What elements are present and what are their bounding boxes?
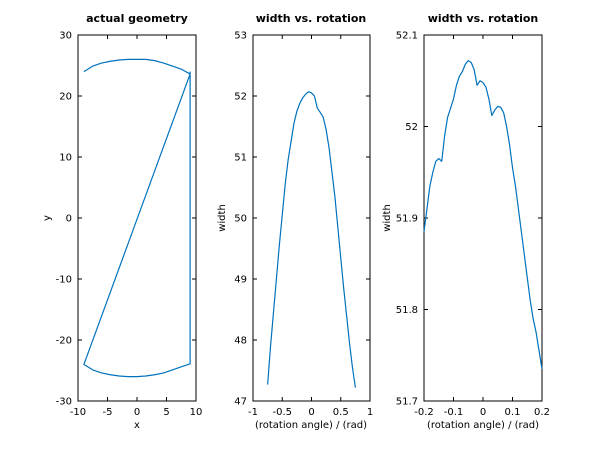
x-axis-label: x bbox=[134, 420, 140, 431]
panel-actual-geometry: actual geometry -10 -5 0 5 10 -30 -20 -10 0 10 20 3… bbox=[42, 12, 202, 431]
x-tick-label: -0.1 bbox=[444, 407, 464, 418]
x-tick-label: 1 bbox=[367, 407, 373, 418]
series-line bbox=[83, 58, 191, 378]
y-tick-label: 20 bbox=[59, 92, 72, 103]
y-axis-label: width bbox=[217, 204, 228, 232]
y-tick-label: 53 bbox=[234, 31, 247, 42]
x-axis-label: (rotation angle) / (rad) bbox=[427, 420, 539, 431]
y-tick-label: -20 bbox=[56, 336, 72, 347]
y-tick-label: 51.8 bbox=[396, 305, 418, 316]
y-tick-label: 48 bbox=[234, 336, 247, 347]
x-tick-label: -10 bbox=[70, 407, 86, 418]
y-tick-label: 0 bbox=[66, 214, 72, 225]
panel-title: width vs. rotation bbox=[256, 12, 367, 25]
y-tick-label: -10 bbox=[56, 275, 72, 286]
y-tick-label: 51.7 bbox=[396, 397, 418, 408]
x-tick-label: 0 bbox=[308, 407, 314, 418]
y-tick-label: 47 bbox=[234, 397, 247, 408]
y-tick-label: 51 bbox=[234, 153, 247, 164]
panel-title: width vs. rotation bbox=[428, 12, 539, 25]
curve-group bbox=[423, 60, 543, 370]
x-tick-label: -0.5 bbox=[272, 407, 292, 418]
x-tick-label: 5 bbox=[163, 407, 169, 418]
y-axis-label: width bbox=[382, 204, 393, 232]
x-tick-label: -1 bbox=[248, 407, 258, 418]
x-tick-label: 0 bbox=[480, 407, 486, 418]
plot-frame bbox=[423, 34, 543, 402]
y-tick-label: 52.1 bbox=[396, 31, 418, 42]
y-tick-label: 50 bbox=[234, 214, 247, 225]
x-tick-label: 10 bbox=[190, 407, 203, 418]
x-tick-label: -5 bbox=[103, 407, 113, 418]
curve-group bbox=[83, 58, 191, 378]
panel-title: actual geometry bbox=[86, 12, 188, 25]
x-tick-label: 0.2 bbox=[534, 407, 550, 418]
y-axis-label: y bbox=[42, 215, 53, 221]
series-line bbox=[423, 60, 543, 370]
y-tick-label: 49 bbox=[234, 275, 247, 286]
y-tick-label: 52 bbox=[405, 122, 418, 133]
series-line bbox=[267, 91, 356, 388]
y-tick-label: 10 bbox=[59, 153, 72, 164]
x-tick-label: 0.1 bbox=[505, 407, 521, 418]
y-tick-label: 52 bbox=[234, 92, 247, 103]
panel-width-vs-rotation: width vs. rotation -1 -0.5 0 0.5 1 47 48 49 50 51… bbox=[217, 12, 373, 431]
tick-group: -0.2 -0.1 0 0.1 0.2 51.7 51.8 51.9 52 52.1 bbox=[396, 31, 550, 419]
y-tick-label: 51.9 bbox=[396, 214, 418, 225]
tick-group: -1 -0.5 0 0.5 1 47 48 49 50 51 52 53 bbox=[234, 31, 373, 419]
x-tick-label: 0 bbox=[134, 407, 140, 418]
curve-group bbox=[267, 91, 356, 388]
x-axis-label: (rotation angle) / (rad) bbox=[255, 420, 367, 431]
y-tick-label: -30 bbox=[56, 397, 72, 408]
panel-width-vs-rotation-zoom: width vs. rotation -0.2 -0.1 0 0.1 0.2 51.7 51… bbox=[382, 12, 550, 431]
x-tick-label: -0.2 bbox=[414, 407, 434, 418]
y-tick-label: 30 bbox=[59, 31, 72, 42]
tick-group: -10 -5 0 5 10 -30 -20 -10 0 10 20 30 bbox=[56, 31, 203, 419]
x-tick-label: 0.5 bbox=[333, 407, 349, 418]
